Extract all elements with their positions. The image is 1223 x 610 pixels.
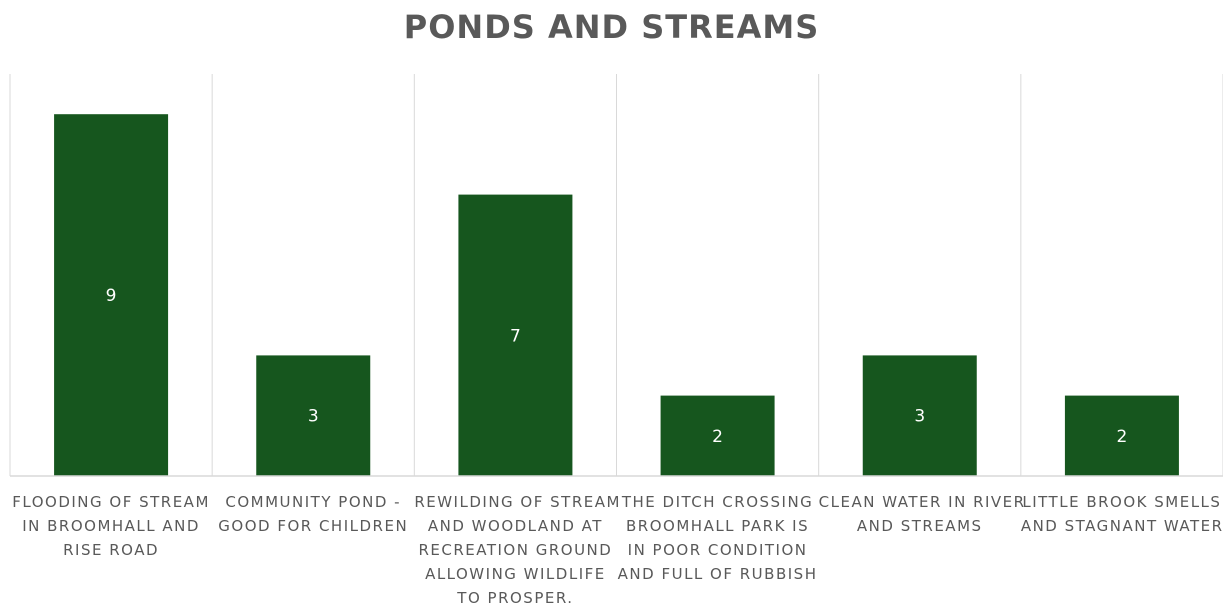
data-label: 9 <box>106 286 117 306</box>
x-tick-label-line: AND STREAMS <box>856 517 983 535</box>
bar <box>458 194 573 476</box>
x-tick-label-line: ALLOWING WILDLIFE <box>425 565 606 583</box>
data-label: 2 <box>1117 427 1128 447</box>
x-tick-label: CLEAN WATER IN RIVER AND STREAMS <box>818 490 1026 538</box>
bar <box>862 355 977 476</box>
x-tick-label: FLOODING OF STREAM IN BROOMHALL AND RISE R… <box>10 490 212 562</box>
x-tick-label-line: RISE ROAD <box>63 541 160 559</box>
data-label: 7 <box>510 326 521 346</box>
x-tick-label-line: CLEAN WATER IN RIVER <box>818 493 1026 511</box>
x-tick-label: LITTLE BROOK SMELLS AND STAGNANT WATER <box>1021 490 1223 538</box>
bar <box>660 395 775 476</box>
x-tick-label-line: IN BROOMHALL AND <box>22 517 200 535</box>
bar <box>1064 395 1179 476</box>
data-label: 2 <box>712 427 723 447</box>
x-tick-label-line: FLOODING OF STREAM <box>12 493 210 511</box>
x-tick-label-line: REWILDING OF STREAM <box>414 493 621 511</box>
data-label: 3 <box>308 407 319 427</box>
x-tick-label-line: LITTLE BROOK SMELLS <box>1022 493 1222 511</box>
bar <box>256 355 371 476</box>
x-tick-label-line: AND FULL OF RUBBISH <box>617 565 818 583</box>
x-tick-label-line: AND WOODLAND AT <box>427 517 603 535</box>
x-tick-label: COMMUNITY POND - GOOD FOR CHILDREN <box>212 490 414 538</box>
x-tick-label: REWILDING OF STREAM AND WOODLAND AT RECREA… <box>414 490 621 610</box>
bar <box>54 114 169 476</box>
x-tick-label-line: IN POOR CONDITION <box>627 541 808 559</box>
x-tick-label-line: RECREATION GROUND <box>418 541 613 559</box>
x-tick-label-line: GOOD FOR CHILDREN <box>218 517 409 535</box>
x-tick-label-line: BROOMHALL PARK IS <box>626 517 810 535</box>
x-tick-label-line: COMMUNITY POND - <box>225 493 402 511</box>
x-tick-label-line: AND STAGNANT WATER <box>1020 517 1223 535</box>
chart-title: PONDS AND STREAMS <box>403 8 820 46</box>
x-tick-label: THE DITCH CROSSING BROOMHALL PARK IS IN PO… <box>617 490 819 586</box>
data-label: 3 <box>914 407 925 427</box>
x-tick-label-line: TO PROSPER. <box>457 589 574 607</box>
x-tick-label-line: THE DITCH CROSSING <box>621 493 814 511</box>
